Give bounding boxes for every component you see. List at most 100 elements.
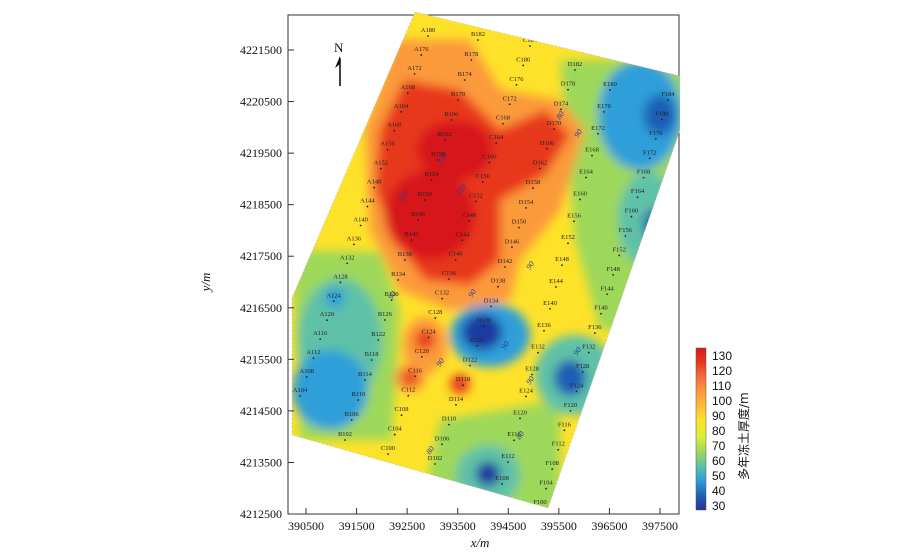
borehole-marker [406, 91, 409, 94]
borehole-label: B122 [371, 331, 385, 338]
borehole-label: C128 [428, 309, 442, 316]
borehole-marker [531, 373, 533, 376]
x-axis-ticks: 390500 391500 392500 393500 394500 395500 3965… [288, 508, 678, 533]
borehole-marker [515, 83, 518, 86]
borehole-label: A180 [421, 27, 435, 34]
x-tick-label: 390500 [288, 519, 324, 533]
borehole-marker [518, 226, 520, 229]
borehole-label: D142 [498, 258, 512, 265]
borehole-label: D122 [463, 357, 477, 364]
x-tick-label: 394500 [490, 519, 526, 533]
contour-label: 90 [524, 259, 536, 271]
borehole-label: A164 [394, 103, 409, 110]
borehole-marker [397, 279, 400, 281]
borehole-label: F176 [649, 130, 663, 137]
borehole-label: C116 [408, 367, 423, 374]
borehole-marker [346, 262, 349, 265]
borehole-marker [549, 307, 551, 310]
borehole-marker [477, 39, 479, 41]
borehole-marker [427, 336, 430, 339]
borehole-label: E176 [597, 103, 611, 110]
y-tick-label: 4219500 [240, 146, 282, 160]
borehole-label: C108 [394, 406, 408, 413]
north-label: N [334, 40, 344, 55]
borehole-marker [357, 399, 360, 401]
borehole-marker [420, 355, 423, 358]
borehole-marker [359, 224, 362, 227]
borehole-marker [447, 278, 450, 281]
borehole-label: E168 [585, 147, 599, 154]
y-axis-ticks: 4221500 4220500 4219500 4218500 4217500 42165… [240, 43, 294, 521]
borehole-label: A160 [387, 122, 401, 129]
borehole-marker [495, 142, 498, 145]
borehole-marker [481, 181, 484, 183]
borehole-label: A140 [353, 216, 367, 223]
borehole-label: C112 [401, 387, 415, 394]
borehole-marker [609, 89, 611, 91]
borehole-marker [386, 148, 389, 151]
borehole-label: B106 [345, 411, 360, 418]
borehole-label: A132 [340, 254, 354, 261]
borehole-label: F100 [533, 499, 546, 506]
borehole-label: D154 [519, 199, 534, 206]
borehole-label: E128 [525, 366, 539, 373]
borehole-label: E140 [543, 300, 557, 307]
borehole-marker [591, 154, 593, 157]
borehole-label: D150 [512, 219, 526, 226]
borehole-marker [400, 414, 403, 417]
y-tick-label: 4216500 [240, 301, 282, 315]
borehole-marker [379, 167, 382, 170]
borehole-label: F152 [613, 246, 626, 253]
borehole-marker [470, 59, 473, 61]
borehole-label: F104 [539, 480, 553, 487]
y-tick-label: 4221500 [240, 43, 282, 57]
borehole-label: C104 [388, 426, 403, 433]
borehole-marker [403, 259, 406, 261]
borehole-label: E152 [561, 234, 575, 241]
contour-label: 90 [434, 356, 446, 368]
contour-label: 90 [466, 287, 478, 299]
borehole-marker [350, 419, 353, 421]
colorbar-tick-label: 60 [712, 454, 726, 468]
borehole-marker [525, 207, 527, 209]
borehole-label: F156 [619, 227, 633, 234]
borehole-marker [430, 179, 433, 181]
borehole-marker [434, 463, 436, 465]
borehole-marker [319, 338, 322, 341]
borehole-marker [557, 448, 560, 451]
borehole-marker [553, 128, 555, 131]
borehole-marker [555, 286, 557, 288]
colorbar [695, 347, 707, 511]
borehole-marker [569, 409, 572, 412]
borehole-marker [454, 258, 457, 261]
borehole-label: F124 [570, 382, 584, 389]
borehole-marker [410, 239, 413, 241]
borehole-marker [654, 137, 657, 140]
x-axis-title: x/m [470, 535, 490, 550]
borehole-marker [522, 64, 525, 67]
borehole-marker [539, 167, 541, 170]
borehole-label: B146 [411, 211, 426, 218]
borehole-marker [461, 239, 464, 242]
borehole-label: C124 [422, 328, 437, 335]
borehole-label: C136 [442, 270, 457, 277]
colorbar-tick-label: 40 [712, 484, 726, 498]
borehole-marker [560, 108, 562, 111]
borehole-label: C156 [476, 173, 491, 180]
contour-label: 90 [499, 339, 511, 351]
borehole-label: B182 [471, 31, 485, 38]
borehole-label: F120 [564, 402, 577, 409]
borehole-marker [450, 119, 453, 121]
borehole-label: C152 [469, 192, 483, 199]
borehole-marker [483, 325, 485, 327]
borehole-marker [661, 118, 663, 121]
borehole-marker [423, 199, 426, 201]
borehole-label: E120 [513, 409, 527, 416]
borehole-marker [579, 198, 581, 201]
borehole-label: B126 [378, 311, 393, 318]
borehole-label: E112 [501, 453, 514, 460]
contour-label: 90 [386, 289, 398, 301]
borehole-label: B114 [358, 371, 373, 378]
y-tick-label: 4213500 [240, 455, 282, 469]
